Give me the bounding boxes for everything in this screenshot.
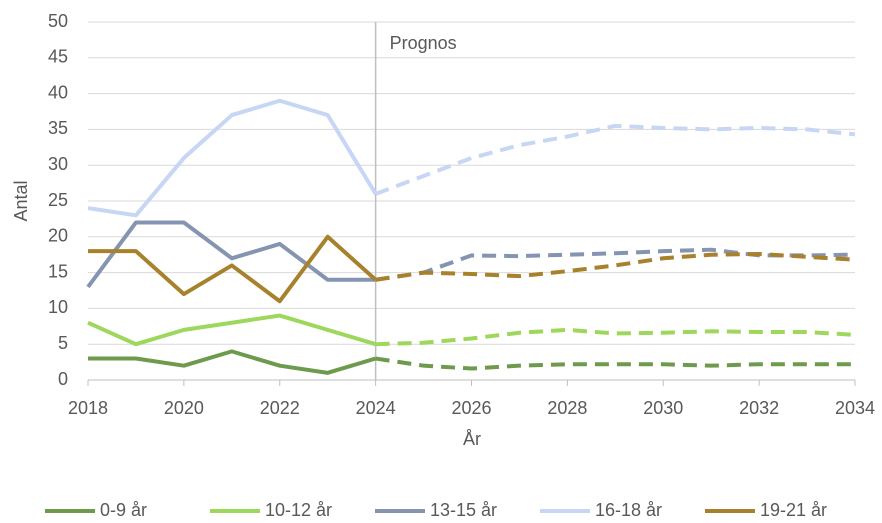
x-tick-label: 2028 — [547, 398, 587, 418]
legend-label: 10-12 år — [265, 500, 332, 520]
y-tick-label: 45 — [48, 47, 68, 67]
y-axis-title: Antal — [11, 180, 31, 221]
forecast-series-line — [375, 251, 856, 282]
x-tick-label: 2024 — [356, 398, 396, 418]
y-tick-label: 50 — [48, 11, 68, 31]
x-tick-label: 2020 — [164, 398, 204, 418]
forecast-series-line — [375, 327, 856, 347]
x-tick-label: 2032 — [739, 398, 779, 418]
x-tick-label: 2018 — [68, 398, 108, 418]
forecast-series-line — [374, 123, 856, 196]
y-tick-label: 25 — [48, 190, 68, 210]
y-tick-label: 5 — [58, 333, 68, 353]
x-tick-label: 2022 — [260, 398, 300, 418]
series-line — [86, 220, 376, 289]
y-tick-label: 10 — [48, 297, 68, 317]
series-line — [88, 349, 377, 375]
y-tick-label: 40 — [48, 82, 68, 102]
x-tick-label: 2026 — [451, 398, 491, 418]
y-tick-label: 20 — [48, 226, 68, 246]
x-tick-label: 2034 — [835, 398, 875, 418]
forecast-label: Prognos — [390, 33, 457, 53]
legend-label: 13-15 år — [430, 500, 497, 520]
y-tick-label: 15 — [48, 261, 68, 281]
x-tick-label: 2030 — [643, 398, 683, 418]
forecast-series-line — [375, 356, 855, 371]
y-tick-label: 35 — [48, 118, 68, 138]
legend-label: 0-9 år — [100, 500, 147, 520]
series-line — [87, 313, 377, 347]
y-tick-label: 30 — [48, 154, 68, 174]
legend-label: 19-21 år — [760, 500, 827, 520]
y-tick-label: 0 — [58, 369, 68, 389]
series-line — [87, 98, 378, 218]
series-line — [88, 234, 377, 304]
x-axis-title: År — [463, 429, 481, 449]
legend-label: 16-18 år — [595, 500, 662, 520]
